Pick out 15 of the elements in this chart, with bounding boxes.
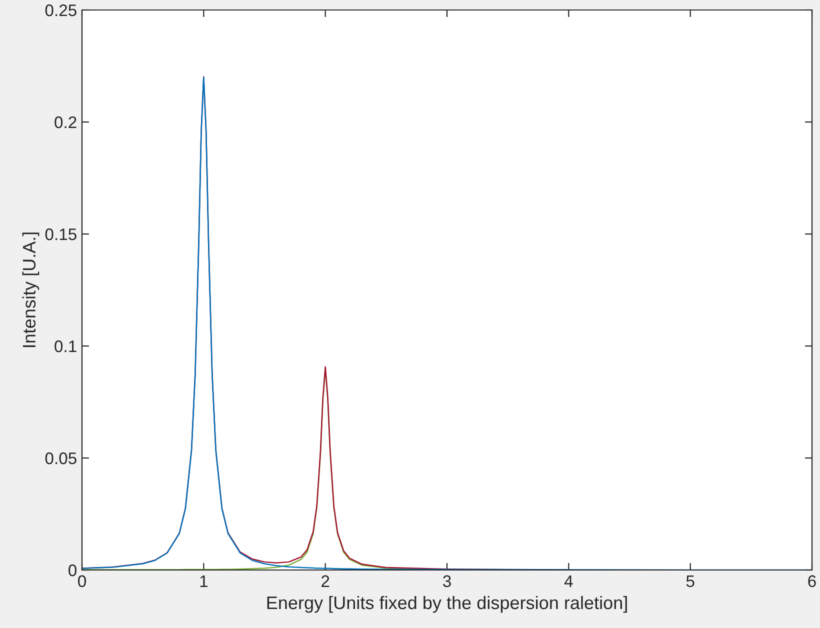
x-axis-title: Energy [Units fixed by the dispersion raletion] [267, 596, 627, 613]
x-tick-label: 1 [200, 575, 208, 587]
x-tick-label: 4 [564, 575, 573, 587]
x-tick-label: 0 [78, 575, 86, 588]
y-tick-label: 0 [68, 564, 76, 576]
x-tick-label: 2 [322, 575, 330, 587]
x-tick-label: 6 [808, 575, 816, 588]
y-tick-label: 0.15 [45, 228, 76, 240]
y-tick-label: 0.2 [54, 116, 76, 128]
y-tick-label: 0.05 [45, 452, 76, 464]
y-tick-label: 0.1 [54, 340, 76, 352]
y-tick-label: 0.25 [45, 4, 76, 16]
x-tick-label: 5 [686, 575, 694, 588]
y-axis-title: Intensity [U.A.] [22, 232, 40, 348]
x-tick-label: 3 [443, 575, 451, 588]
